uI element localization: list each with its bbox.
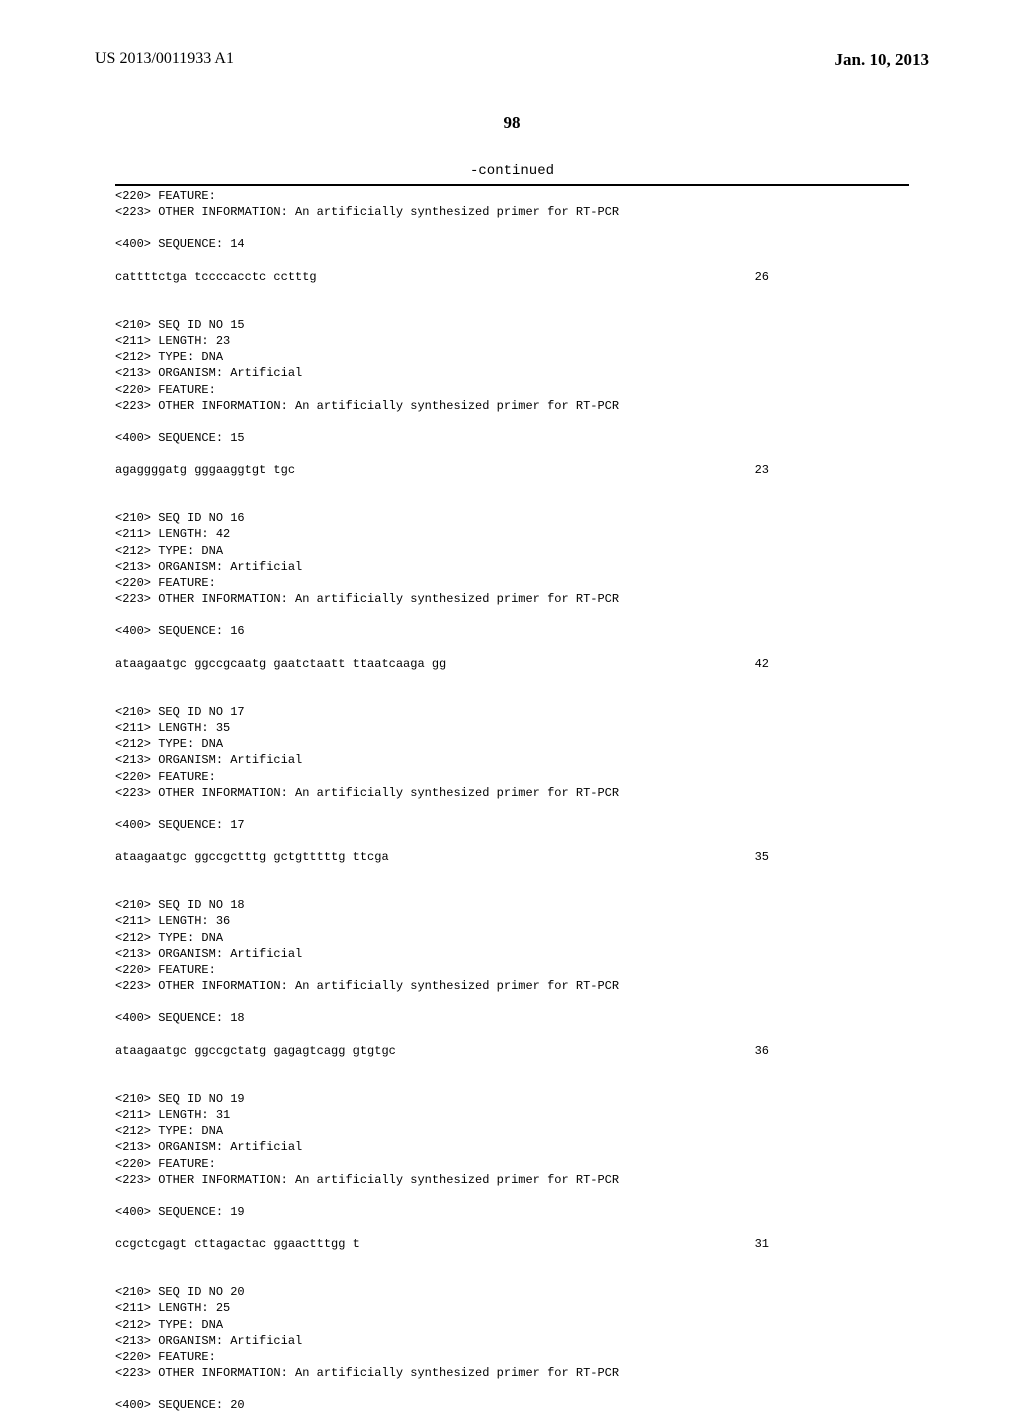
sequence-header-line: <220> FEATURE: [115, 575, 909, 591]
section-spacer [115, 478, 909, 510]
sequence-header-line: <213> ORGANISM: Artificial [115, 559, 909, 575]
sequence-header-line: <212> TYPE: DNA [115, 1123, 909, 1139]
blank-line [115, 1381, 909, 1397]
sequence-header-line: <210> SEQ ID NO 15 [115, 317, 909, 333]
section-spacer [115, 1059, 909, 1091]
continued-label: -continued [0, 163, 1024, 179]
sequence-header-line: <223> OTHER INFORMATION: An artificially… [115, 398, 909, 414]
sequence-header-line: <210> SEQ ID NO 16 [115, 510, 909, 526]
sequence-header-line: <223> OTHER INFORMATION: An artificially… [115, 204, 909, 220]
blank-line [115, 446, 909, 462]
sequence-data-row: cattttctga tccccacctc cctttg 26 [115, 269, 909, 285]
sequence-label: <400> SEQUENCE: 19 [115, 1204, 909, 1220]
sequence-header-line: <223> OTHER INFORMATION: An artificially… [115, 785, 909, 801]
sequence-header-line: <220> FEATURE: [115, 188, 909, 204]
sequence-header-line: <213> ORGANISM: Artificial [115, 1139, 909, 1155]
page-number: 98 [0, 113, 1024, 133]
sequence-data-row: ataagaatgc ggccgctatg gagagtcagg gtgtgc 3… [115, 1043, 909, 1059]
sequence-data-row: agaggggatg gggaaggtgt tgc 23 [115, 462, 909, 478]
sequence-label: <400> SEQUENCE: 20 [115, 1397, 909, 1413]
blank-line [115, 994, 909, 1010]
blank-line [115, 220, 909, 236]
document-header: US 2013/0011933 A1 Jan. 10, 2013 [0, 0, 1024, 78]
section-spacer [115, 285, 909, 317]
sequence-header-line: <212> TYPE: DNA [115, 349, 909, 365]
sequence-header-line: <220> FEATURE: [115, 962, 909, 978]
sequence-header-line: <211> LENGTH: 36 [115, 913, 909, 929]
sequence-header-line: <212> TYPE: DNA [115, 736, 909, 752]
sequence-data-row: ataagaatgc ggccgctttg gctgtttttg ttcga 35 [115, 849, 909, 865]
sequence-label: <400> SEQUENCE: 16 [115, 623, 909, 639]
blank-line [115, 1027, 909, 1043]
sequence-data: ataagaatgc ggccgcaatg gaatctaatt ttaatca… [115, 656, 446, 672]
sequence-header-line: <213> ORGANISM: Artificial [115, 946, 909, 962]
section-spacer [115, 865, 909, 897]
blank-line [115, 607, 909, 623]
sequence-header-line: <220> FEATURE: [115, 1349, 909, 1365]
sequence-header-line: <220> FEATURE: [115, 1156, 909, 1172]
sequence-label: <400> SEQUENCE: 14 [115, 236, 909, 252]
sequence-header-line: <210> SEQ ID NO 17 [115, 704, 909, 720]
sequence-data: ataagaatgc ggccgctttg gctgtttttg ttcga [115, 849, 389, 865]
sequence-header-line: <210> SEQ ID NO 20 [115, 1284, 909, 1300]
sequence-header-line: <211> LENGTH: 31 [115, 1107, 909, 1123]
sequence-header-line: <211> LENGTH: 23 [115, 333, 909, 349]
sequence-header-line: <210> SEQ ID NO 19 [115, 1091, 909, 1107]
sequence-label: <400> SEQUENCE: 15 [115, 430, 909, 446]
sequence-header-line: <220> FEATURE: [115, 769, 909, 785]
sequence-listing-content: <220> FEATURE:<223> OTHER INFORMATION: A… [115, 186, 909, 1414]
sequence-header-line: <223> OTHER INFORMATION: An artificially… [115, 1365, 909, 1381]
sequence-length: 36 [755, 1043, 769, 1059]
sequence-data-row: ccgctcgagt cttagactac ggaactttgg t 31 [115, 1236, 909, 1252]
sequence-header-line: <213> ORGANISM: Artificial [115, 365, 909, 381]
sequence-length: 23 [755, 462, 769, 478]
sequence-listing-container: <220> FEATURE:<223> OTHER INFORMATION: A… [115, 184, 909, 1414]
sequence-header-line: <211> LENGTH: 42 [115, 526, 909, 542]
publication-number: US 2013/0011933 A1 [95, 50, 234, 70]
sequence-label: <400> SEQUENCE: 18 [115, 1010, 909, 1026]
sequence-header-line: <213> ORGANISM: Artificial [115, 1333, 909, 1349]
sequence-length: 26 [755, 269, 769, 285]
sequence-header-line: <213> ORGANISM: Artificial [115, 752, 909, 768]
publication-date: Jan. 10, 2013 [835, 50, 929, 70]
sequence-header-line: <223> OTHER INFORMATION: An artificially… [115, 978, 909, 994]
sequence-header-line: <211> LENGTH: 25 [115, 1300, 909, 1316]
section-spacer [115, 1252, 909, 1284]
sequence-length: 42 [755, 656, 769, 672]
sequence-length: 31 [755, 1236, 769, 1252]
sequence-header-line: <211> LENGTH: 35 [115, 720, 909, 736]
sequence-label: <400> SEQUENCE: 17 [115, 817, 909, 833]
blank-line [115, 640, 909, 656]
sequence-header-line: <210> SEQ ID NO 18 [115, 897, 909, 913]
sequence-data: ccgctcgagt cttagactac ggaactttgg t [115, 1236, 360, 1252]
blank-line [115, 1220, 909, 1236]
sequence-data: ataagaatgc ggccgctatg gagagtcagg gtgtgc [115, 1043, 396, 1059]
sequence-data: cattttctga tccccacctc cctttg [115, 269, 317, 285]
sequence-header-line: <212> TYPE: DNA [115, 543, 909, 559]
blank-line [115, 833, 909, 849]
blank-line [115, 1188, 909, 1204]
section-spacer [115, 672, 909, 704]
sequence-header-line: <212> TYPE: DNA [115, 930, 909, 946]
sequence-header-line: <212> TYPE: DNA [115, 1317, 909, 1333]
sequence-length: 35 [755, 849, 769, 865]
sequence-data-row: ataagaatgc ggccgcaatg gaatctaatt ttaatca… [115, 656, 909, 672]
blank-line [115, 801, 909, 817]
sequence-data: agaggggatg gggaaggtgt tgc [115, 462, 295, 478]
blank-line [115, 253, 909, 269]
sequence-header-line: <220> FEATURE: [115, 382, 909, 398]
sequence-header-line: <223> OTHER INFORMATION: An artificially… [115, 591, 909, 607]
blank-line [115, 414, 909, 430]
sequence-header-line: <223> OTHER INFORMATION: An artificially… [115, 1172, 909, 1188]
